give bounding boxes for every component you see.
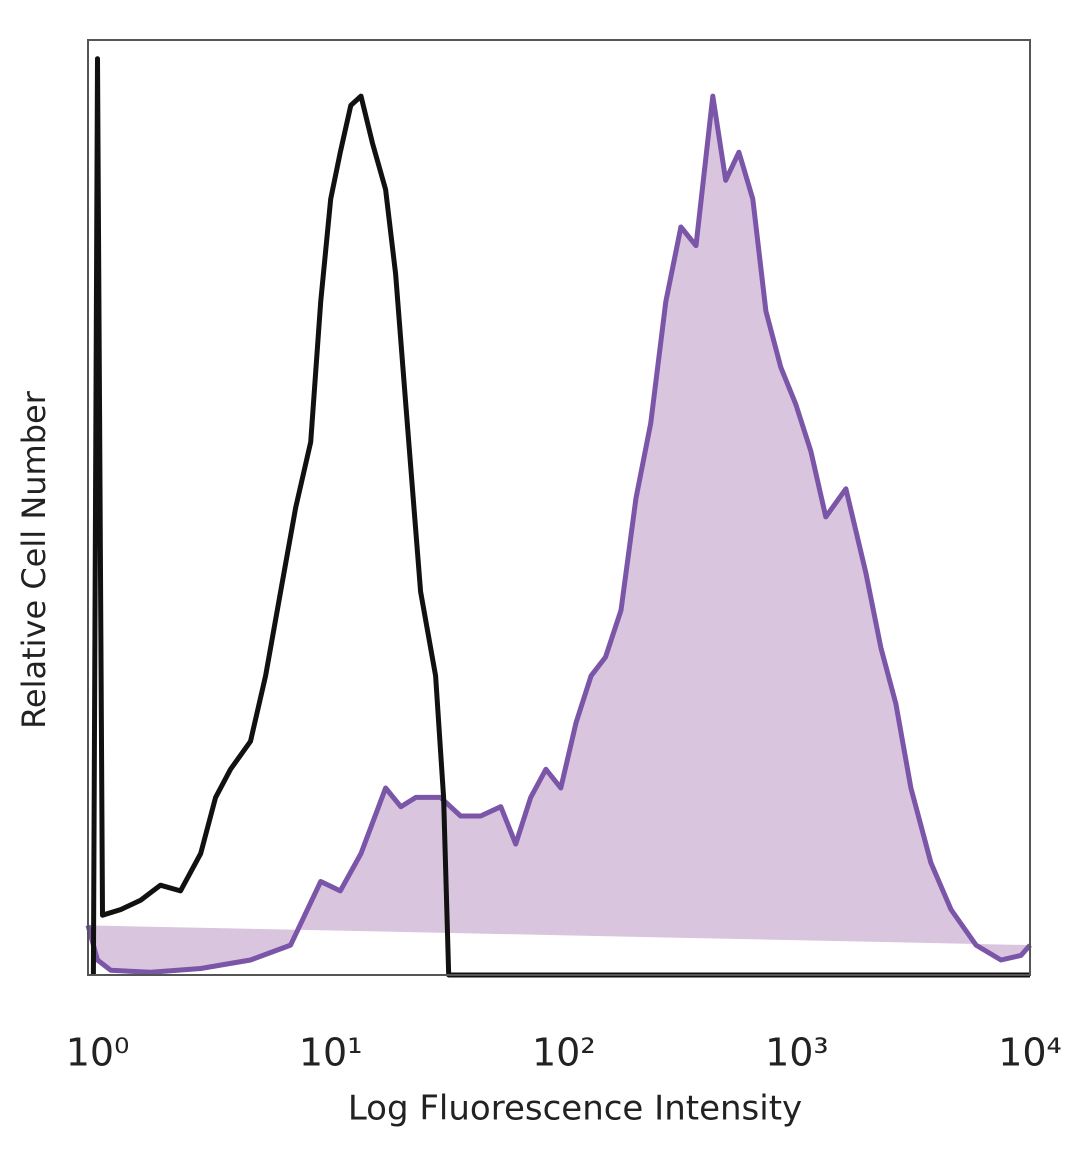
histogram-line xyxy=(85,93,1032,975)
x-tick-label: 10⁰ xyxy=(66,1031,130,1075)
x-tick-label: 10¹ xyxy=(299,1031,363,1075)
x-tick-label: 10³ xyxy=(765,1031,829,1075)
x-tick-label: 10² xyxy=(532,1031,596,1075)
histogram-fill xyxy=(88,96,1030,973)
x-tick-label: 10⁴ xyxy=(998,1031,1062,1075)
x-axis-label: Log Fluorescence Intensity xyxy=(348,1089,802,1129)
y-axis-label: Relative Cell Number xyxy=(15,390,53,729)
plot-frame xyxy=(87,39,1031,976)
histogram-line xyxy=(90,56,1030,978)
